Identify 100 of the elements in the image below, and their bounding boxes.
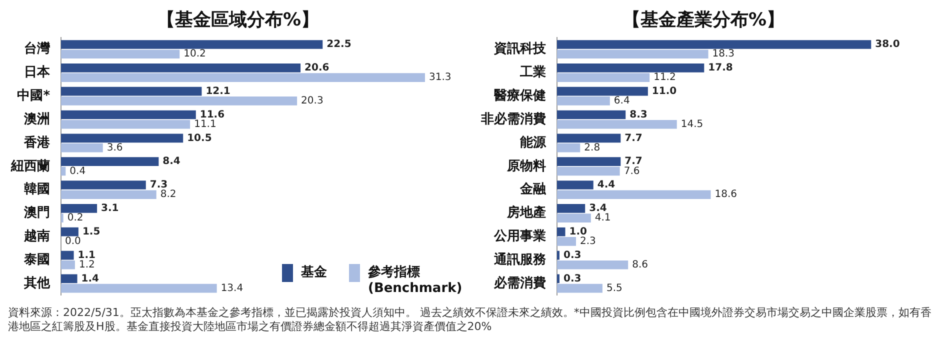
data-label: 13.4 [220, 282, 244, 294]
bar [557, 64, 704, 72]
bar [557, 86, 648, 96]
bar [61, 64, 301, 72]
bar [557, 237, 576, 246]
y-tick-label: 公用事業 [493, 229, 546, 244]
bar [61, 274, 78, 284]
bar [61, 260, 75, 270]
bar [557, 204, 586, 213]
data-label: 14.5 [680, 118, 704, 130]
data-label: 3.4 [589, 203, 607, 214]
y-tick-label: 通訊服務 [493, 251, 547, 268]
bar [61, 250, 74, 260]
bar [557, 166, 620, 176]
data-label: 4.1 [594, 212, 611, 224]
bar [557, 40, 872, 49]
chart-title: 【基金產業分布%】 [622, 9, 785, 30]
data-label: 11.6 [200, 109, 225, 120]
y-tick-label: 越南 [23, 229, 50, 244]
bar [61, 284, 217, 293]
data-label: 7.3 [150, 180, 168, 191]
data-label: 8.3 [630, 109, 648, 120]
bar [557, 50, 708, 59]
bar [557, 227, 566, 236]
bar [557, 284, 602, 293]
y-tick-label: 日本 [24, 65, 51, 80]
data-label: 3.1 [101, 203, 119, 214]
y-tick-label: 中國* [17, 88, 50, 104]
bar [61, 110, 196, 120]
bar [557, 214, 591, 222]
data-label: 7.6 [624, 166, 640, 177]
data-label: 1.5 [82, 226, 100, 238]
y-tick-label: 必需消費 [493, 274, 546, 291]
y-tick-label: 工業 [519, 65, 546, 80]
data-label: 18.3 [712, 48, 735, 60]
data-label: 12.1 [206, 86, 230, 97]
y-tick-label: 金融 [519, 182, 547, 198]
y-tick-label: 泰國 [23, 252, 50, 268]
data-label: 31.3 [428, 72, 452, 84]
y-tick-label: 醫療保健 [494, 88, 546, 104]
y-tick-label: 澳洲 [23, 112, 50, 127]
legend-label: 基金 [301, 264, 327, 281]
data-label: 4.4 [597, 180, 616, 191]
bar [557, 157, 621, 166]
bar [61, 120, 190, 129]
data-label: 8.2 [160, 189, 176, 200]
bar [557, 134, 621, 143]
bar [557, 143, 580, 152]
data-label: 7.7 [624, 156, 642, 168]
y-tick-label: 其他 [23, 276, 51, 291]
bar [557, 73, 650, 82]
data-label: 10.5 [187, 132, 212, 144]
y-tick-label: 香港 [23, 134, 51, 150]
data-label: 20.6 [304, 62, 330, 74]
bar [61, 180, 146, 190]
data-label: 8.4 [162, 156, 180, 168]
y-tick-label: 澳門 [23, 206, 50, 221]
bar [557, 180, 594, 190]
data-label: 0.3 [563, 250, 582, 261]
data-label: 17.8 [708, 62, 733, 74]
y-tick-label: 非必需消費 [480, 110, 546, 127]
data-label: 3.6 [106, 142, 123, 154]
y-tick-label: 房地產 [506, 204, 546, 221]
bar [61, 166, 66, 176]
data-label: 0.3 [563, 273, 582, 284]
bar [61, 134, 184, 143]
data-label: 22.5 [326, 39, 352, 50]
bar [61, 227, 78, 236]
data-label: 18.6 [714, 189, 738, 200]
bar [61, 40, 323, 49]
y-tick-label: 資訊科技 [493, 40, 547, 57]
data-label: 11.2 [654, 72, 676, 84]
data-label: 6.4 [614, 96, 630, 107]
data-label: 38.0 [875, 39, 900, 50]
data-label: 2.3 [580, 236, 596, 248]
bar [557, 260, 628, 270]
bar [61, 143, 103, 152]
bar [61, 190, 156, 200]
bar [557, 96, 610, 106]
data-label: 11.0 [652, 86, 677, 97]
bar [61, 157, 159, 166]
data-label: 0.2 [67, 212, 84, 224]
chart-title: 【基金區域分布%】 [156, 9, 320, 30]
bar [557, 120, 677, 129]
bar [61, 204, 98, 213]
y-tick-label: 韓國 [24, 182, 50, 198]
data-label: 11.1 [194, 118, 216, 130]
bar [61, 96, 298, 106]
data-label: 1.2 [78, 259, 95, 270]
data-label: 2.8 [584, 142, 600, 154]
data-label: 20.3 [301, 96, 324, 107]
data-label: 8.6 [632, 259, 648, 270]
bar [61, 50, 180, 59]
data-label: 1.1 [78, 250, 96, 261]
legend-label: 參考指標 (Benchmark) [368, 264, 464, 296]
bar [61, 73, 425, 82]
data-label: 1.0 [569, 226, 588, 238]
data-label: 0.0 [65, 236, 81, 248]
y-tick-label: 台灣 [24, 40, 51, 57]
data-label: 7.7 [624, 132, 642, 144]
